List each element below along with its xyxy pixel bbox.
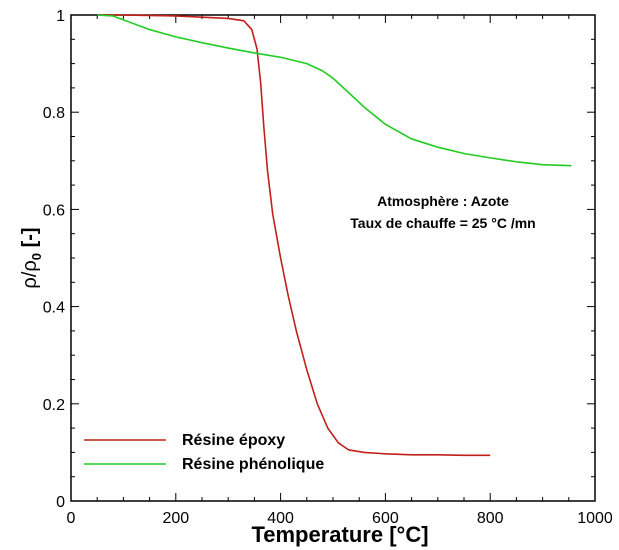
y-tick-label: 0.4 (43, 300, 65, 317)
y-axis-rho: ρ (19, 277, 41, 288)
x-axis-title: Temperature [°C] (251, 522, 428, 547)
x-tick-label: 600 (372, 510, 399, 527)
series-line-epoxy (97, 14, 491, 457)
x-tick-label: 200 (162, 510, 189, 527)
plot-frame (70, 14, 596, 502)
annotation-atmosphere: Atmosphère : Azote (377, 193, 509, 209)
y-tick-label: 1 (56, 8, 65, 25)
y-axis-slash: / (19, 271, 41, 277)
y-axis-subscript: 0 (29, 253, 44, 260)
legend-label-phenolic: Résine phénolique (182, 456, 324, 473)
y-axis-rho0: ρ (19, 260, 41, 271)
y-tick-label: 0 (56, 494, 65, 511)
x-tick-label: 800 (477, 510, 504, 527)
series-line-phenolic (97, 14, 572, 167)
y-axis-unit: [-] (19, 227, 41, 253)
x-tick-label: 0 (67, 510, 76, 527)
y-tick-label: 0.8 (43, 105, 65, 122)
x-tick-label: 1000 (577, 510, 613, 527)
series-layer (97, 14, 572, 457)
legend: Résine époxy Résine phénolique (84, 432, 324, 473)
legend-label-epoxy: Résine époxy (182, 432, 285, 449)
x-tick-label: 400 (267, 510, 294, 527)
y-tick-label: 0.2 (43, 397, 65, 414)
axis-ticks: 0 200 400 600 800 1000 0 0.2 0.4 0.6 0.8 1 (43, 8, 613, 527)
y-tick-label: 0.6 (43, 202, 65, 219)
y-axis-title: ρ/ρ0 [-] (19, 227, 44, 288)
annotation-heating-rate: Taux de chauffe = 25 °C /mn (350, 215, 535, 231)
